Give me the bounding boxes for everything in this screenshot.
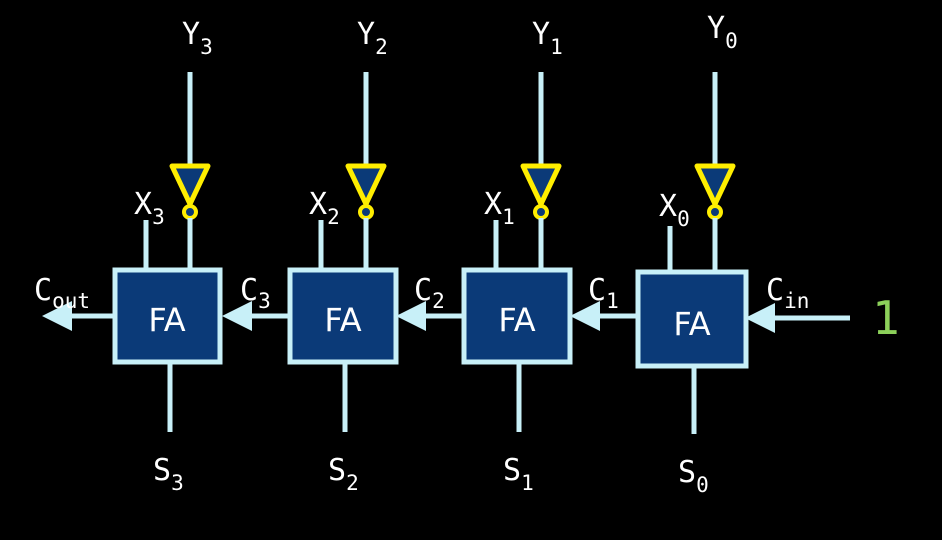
inverter-bubble-3-icon bbox=[182, 204, 198, 220]
s0-label: S0 bbox=[678, 455, 709, 497]
s2-label: S2 bbox=[328, 453, 359, 495]
carry-in-constant: 1 bbox=[872, 291, 900, 345]
x3-label: X3 bbox=[134, 187, 165, 229]
carry-3-label: C3 bbox=[240, 273, 271, 313]
inverter-bubble-1-icon bbox=[533, 204, 549, 220]
inverter-bubble-2-icon bbox=[358, 204, 374, 220]
y0-label: Y0 bbox=[707, 11, 738, 53]
y3-label: Y3 bbox=[182, 17, 213, 59]
full-adder-2-label: FA bbox=[324, 301, 361, 339]
y2-label: Y2 bbox=[357, 17, 388, 59]
inverter-2-icon bbox=[345, 163, 387, 207]
full-adder-0-label: FA bbox=[673, 305, 710, 343]
inverter-bubble-0-icon bbox=[707, 204, 723, 220]
full-adder-1-label: FA bbox=[498, 301, 535, 339]
full-adder-3-label: FA bbox=[148, 301, 185, 339]
inverter-3-icon bbox=[169, 163, 211, 207]
carry-2-label: C2 bbox=[414, 273, 445, 313]
y1-label: Y1 bbox=[532, 17, 563, 59]
carry-out-label: Cout bbox=[34, 273, 90, 313]
full-adder-3 bbox=[112, 267, 223, 365]
carry-in-label: Cin bbox=[766, 273, 809, 313]
stage-0: FA Y0 X0 S0 bbox=[635, 11, 749, 497]
stage-2: FA Y2 X2 S2 bbox=[287, 17, 399, 495]
x0-label: X0 bbox=[659, 189, 690, 231]
inverter-0-icon bbox=[694, 163, 736, 207]
x1-label: X1 bbox=[484, 187, 515, 229]
stage-3: FA Y3 X3 S3 bbox=[112, 17, 223, 495]
full-adder-2 bbox=[287, 267, 399, 365]
carry-1-label: C1 bbox=[588, 273, 619, 313]
s3-label: S3 bbox=[153, 453, 184, 495]
inverter-1-icon bbox=[520, 163, 562, 207]
stage-1: FA Y1 X1 S1 bbox=[461, 17, 573, 495]
s1-label: S1 bbox=[503, 453, 534, 495]
full-adder-0 bbox=[635, 269, 749, 369]
full-adder-1 bbox=[461, 267, 573, 365]
x2-label: X2 bbox=[309, 187, 340, 229]
